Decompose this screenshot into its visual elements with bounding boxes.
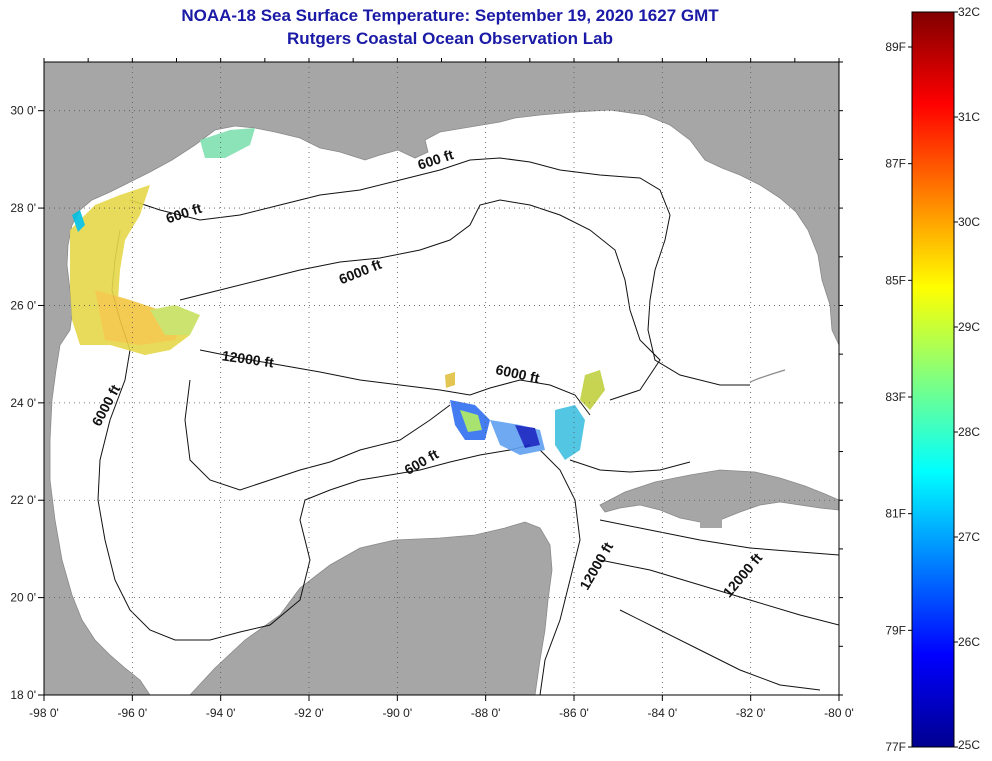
cuba-landmass xyxy=(599,469,839,523)
isla-de-juventud xyxy=(700,510,722,528)
sst-swath-shelf xyxy=(150,305,200,335)
lat-tick-label: 28 0' xyxy=(10,201,36,215)
us-coast-landmass xyxy=(44,62,839,695)
sst-swath-east-1 xyxy=(555,405,585,460)
sst-swath-central-5 xyxy=(445,372,455,388)
colorbar-fahrenheit-label: 85F xyxy=(885,273,906,287)
sst-swath-south-texas xyxy=(95,290,185,345)
sst-swath-east-2 xyxy=(580,370,605,410)
colorbar-fahrenheit-label: 81F xyxy=(885,507,906,521)
lon-tick-label: -94 0' xyxy=(206,706,236,720)
graticule xyxy=(44,62,839,695)
colorbar-fahrenheit-label: 87F xyxy=(885,157,906,171)
sst-swath-coast xyxy=(72,210,85,232)
sst-swath-louisiana xyxy=(200,128,255,158)
colorbar-celsius-label: 26C xyxy=(958,635,980,649)
lat-tick-label: 18 0' xyxy=(10,688,36,702)
colorbar xyxy=(911,11,955,748)
lat-tick-label: 30 0' xyxy=(10,104,36,118)
lon-tick-label: -82 0' xyxy=(736,706,766,720)
colorbar-celsius-labels: 32C 31C 30C 29C 28C 27C 26C 25C xyxy=(954,5,980,752)
lat-tick-label: 22 0' xyxy=(10,493,36,507)
bathymetry-contours xyxy=(97,157,839,695)
map-subtitle: Rutgers Coastal Ocean Observation Lab xyxy=(287,29,613,48)
colorbar-celsius-label: 31C xyxy=(958,110,980,124)
map-content xyxy=(44,62,839,695)
lat-tick-label: 26 0' xyxy=(10,298,36,312)
colorbar-fahrenheit-label: 79F xyxy=(885,623,906,637)
sst-swath-central-2 xyxy=(460,410,482,432)
sst-swaths xyxy=(70,128,605,460)
depth-contour-label: 12000 ft xyxy=(221,347,275,370)
latitude-axis: 18 0' 20 0' 22 0' 24 0' 26 0' 28 0' 30 0' xyxy=(10,61,843,702)
colorbar-celsius-label: 28C xyxy=(958,425,980,439)
longitude-axis: -98 0' -96 0' -94 0' -92 0' -90 0' -88 0' -86 … xyxy=(29,58,854,720)
lon-tick-label: -98 0' xyxy=(29,706,59,720)
lon-tick-label: -84 0' xyxy=(648,706,678,720)
lon-tick-label: -86 0' xyxy=(559,706,589,720)
lon-tick-label: -88 0' xyxy=(471,706,501,720)
lat-tick-label: 24 0' xyxy=(10,396,36,410)
florida-keys xyxy=(749,369,786,383)
lon-tick-label: -96 0' xyxy=(118,706,148,720)
colorbar-celsius-label: 29C xyxy=(958,320,980,334)
colorbar-fahrenheit-label: 89F xyxy=(885,40,906,54)
colorbar-fahrenheit-label: 77F xyxy=(885,740,906,754)
colorbar-celsius-label: 25C xyxy=(958,738,980,752)
colorbar-fahrenheit-label: 83F xyxy=(885,390,906,404)
sst-swath-central-4 xyxy=(515,425,540,448)
lake-okeechobee xyxy=(788,257,812,277)
colorbar-celsius-label: 30C xyxy=(958,215,980,229)
lon-tick-label: -90 0' xyxy=(383,706,413,720)
lon-tick-label: -80 0' xyxy=(824,706,854,720)
colorbar-celsius-label: 32C xyxy=(958,5,980,19)
yucatan-landmass xyxy=(189,521,553,695)
map-title: NOAA-18 Sea Surface Temperature: Septemb… xyxy=(181,6,719,25)
lon-tick-label: -92 0' xyxy=(294,706,324,720)
colorbar-fahrenheit-labels: 89F 87F 85F 83F 81F 79F 77F xyxy=(885,40,912,754)
lat-tick-label: 20 0' xyxy=(10,591,36,605)
colorbar-celsius-label: 27C xyxy=(958,530,980,544)
